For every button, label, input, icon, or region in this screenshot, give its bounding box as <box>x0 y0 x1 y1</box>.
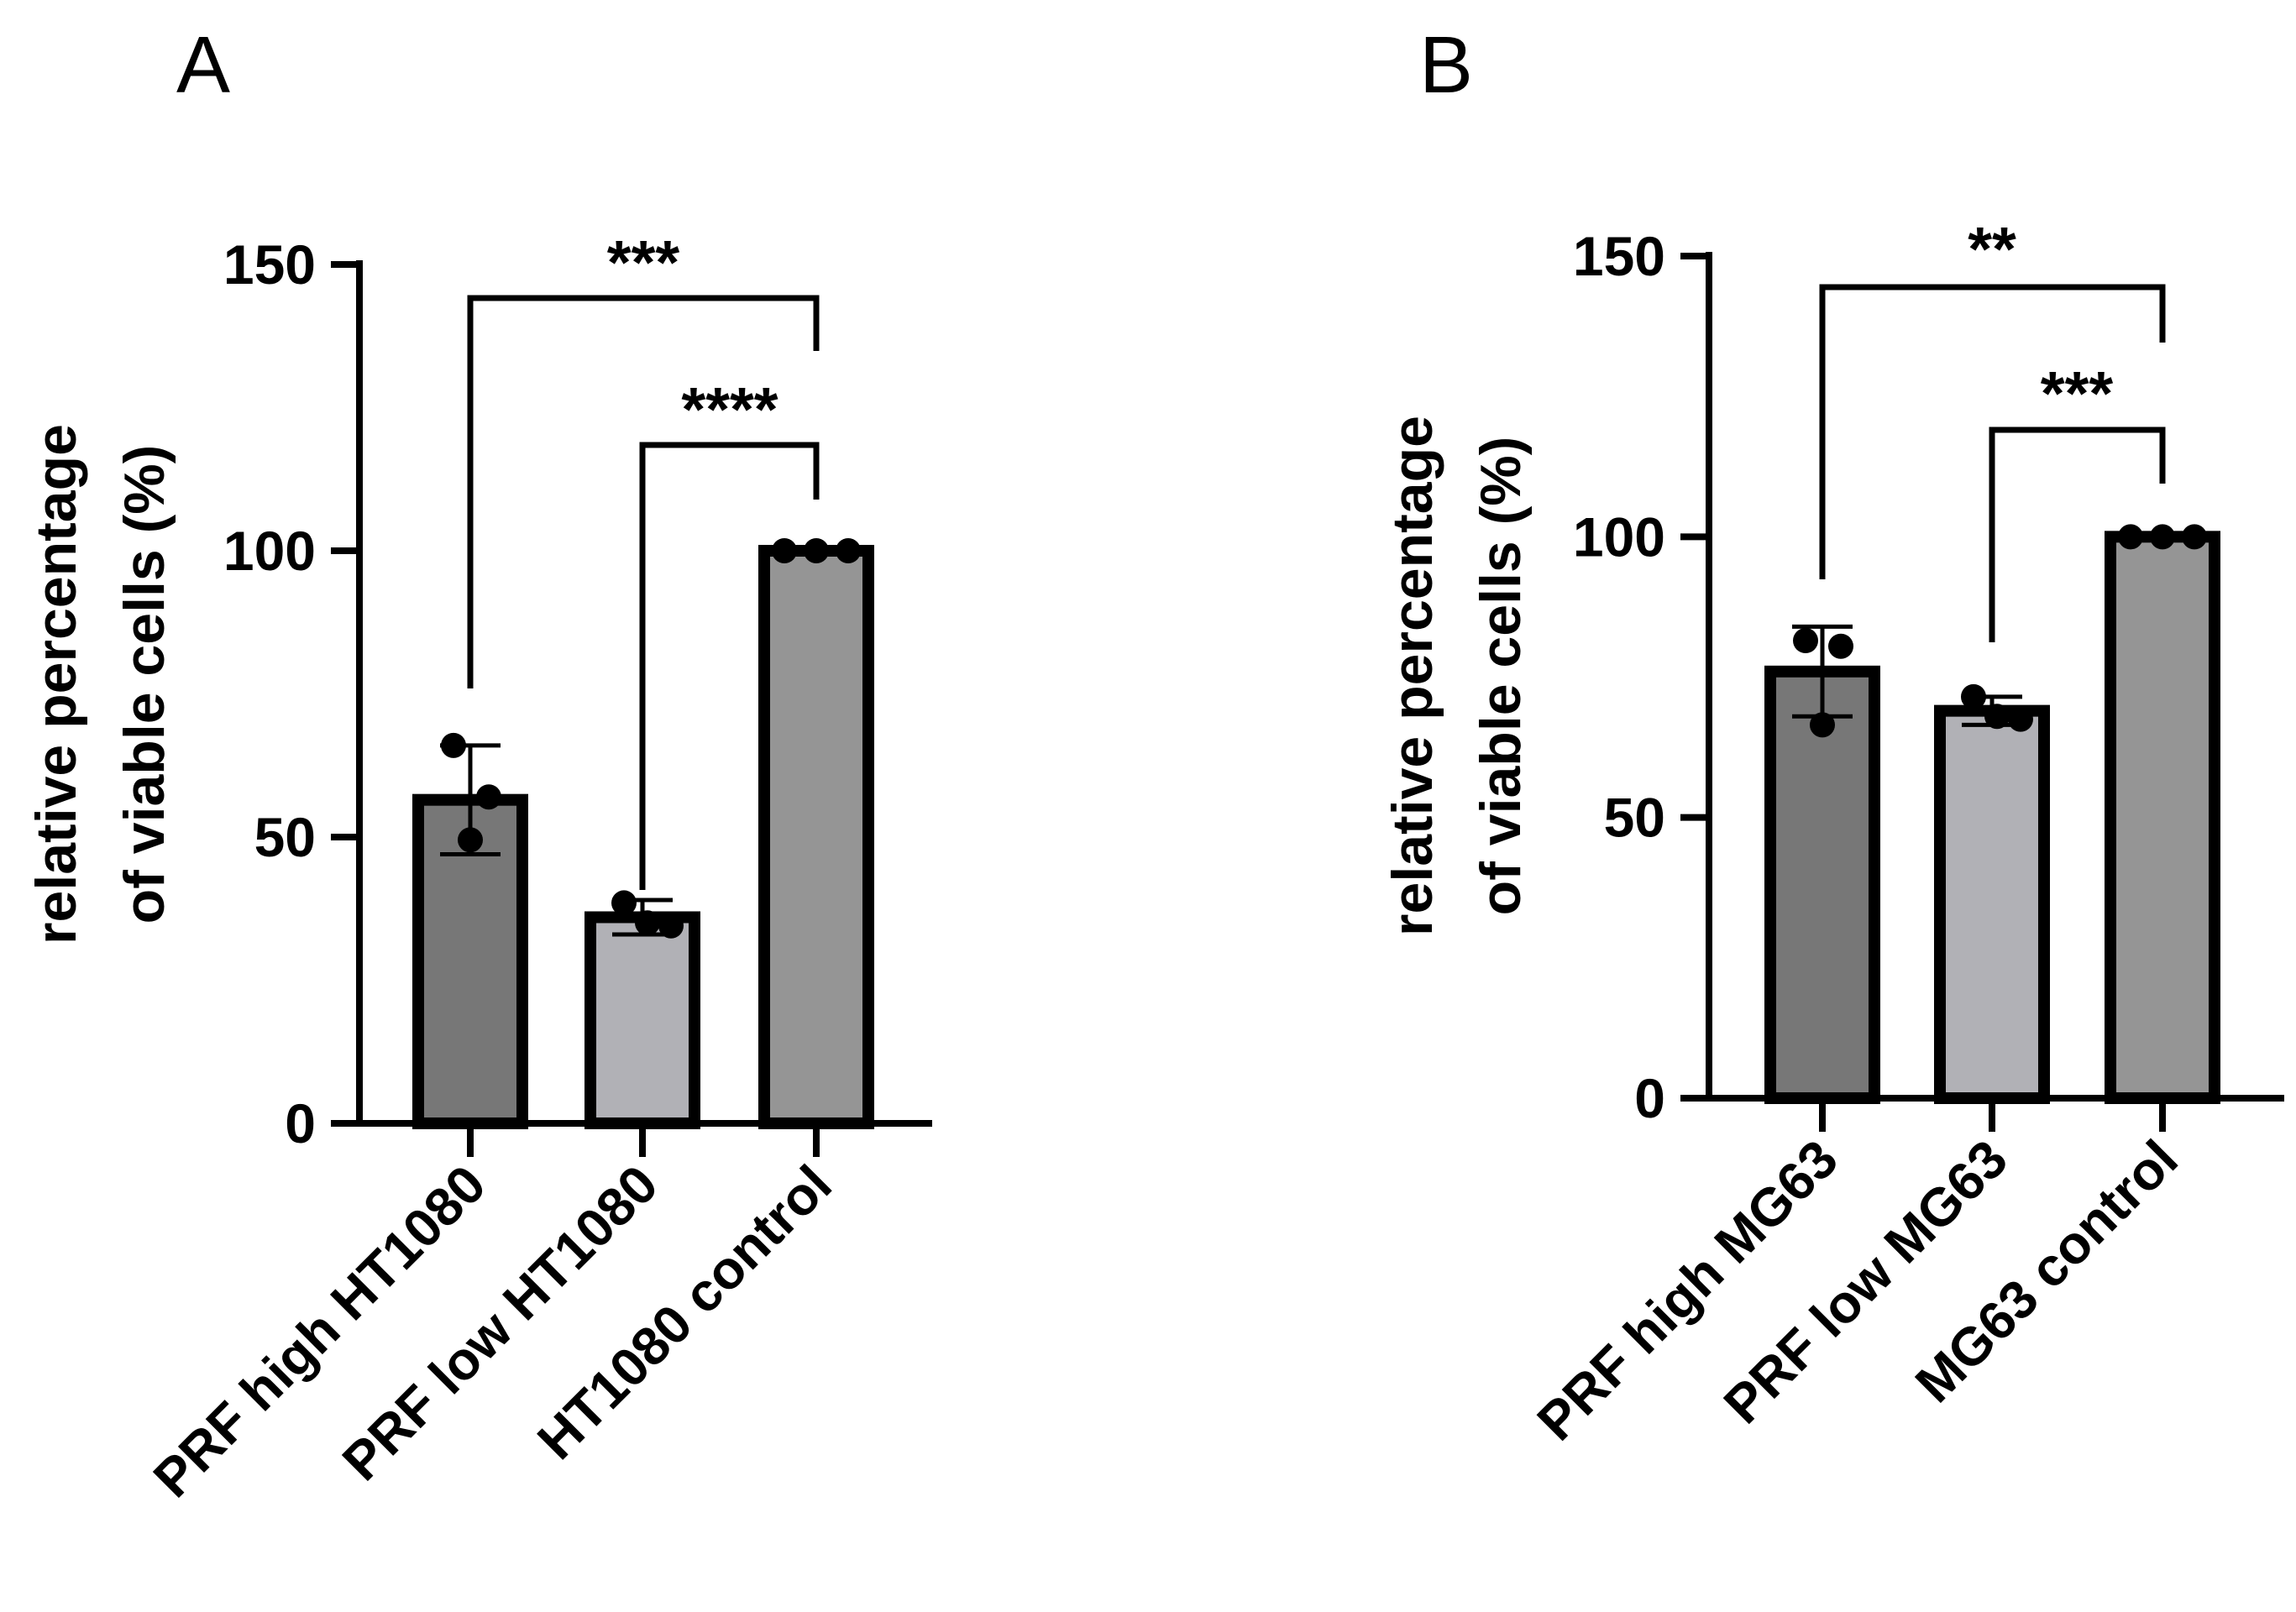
panel-a-bracket-low-vs-control <box>639 442 820 890</box>
panel-b-y-label-line1: relative percentage <box>1381 416 1444 936</box>
panel-b-data-point <box>2182 524 2207 550</box>
panel-b-y-axis: 0 50 100 150 <box>1573 225 1712 1129</box>
panel-a-data-point <box>611 890 637 916</box>
panel-b-bar-prf-high <box>1764 665 1880 1105</box>
panel-a-significance: *** **** <box>467 228 820 890</box>
panel-a-y-label-line1: relative percentage <box>24 424 88 945</box>
panel-a: A relative percentage of viable cells (%… <box>24 20 932 1509</box>
panel-a-significance-label-2: **** <box>681 374 778 444</box>
panel-a-significance-label-1: *** <box>607 228 680 297</box>
panel-a-y-tick-label: 150 <box>223 233 316 296</box>
panel-b-bracket-high-vs-control <box>1819 284 2166 579</box>
panel-a-data-point <box>476 784 501 810</box>
panel-a-y-label: relative percentage of viable cells (%) <box>24 424 176 945</box>
panel-b-y-tick-label: 50 <box>1604 787 1665 849</box>
panel-b-data-point <box>1961 683 1986 709</box>
panel-a-y-label-line2: of viable cells (%) <box>113 445 176 924</box>
panel-b-data-point <box>1984 704 2010 730</box>
panel-a-y-tick-label: 0 <box>285 1092 316 1154</box>
panel-b: B relative percentage of viable cells (%… <box>1381 20 2284 1452</box>
panel-a-y-tick-label: 100 <box>223 520 316 582</box>
panel-b-y-tick-label: 100 <box>1573 505 1665 568</box>
panel-b-bar-prf-low <box>1934 704 2050 1104</box>
panel-b-data-point <box>2118 524 2143 550</box>
panel-b-significance-label-2: *** <box>2041 359 2114 428</box>
panel-a-bar-prf-low <box>584 911 700 1129</box>
panel-b-y-label-line2: of viable cells (%) <box>1469 437 1533 916</box>
panel-a-x-axis: PRF high HT1080 PRF low HT1080 HT1080 co… <box>142 1120 932 1509</box>
panel-b-data-point <box>2008 706 2033 732</box>
panel-b-points <box>1793 524 2207 738</box>
panel-a-letter: A <box>176 20 230 110</box>
panel-b-category-label: PRF high MG63 <box>1526 1128 1849 1452</box>
panel-a-data-point <box>836 538 861 563</box>
panel-b-significance-label-1: ** <box>1968 214 2016 284</box>
panel-a-points <box>441 538 861 939</box>
panel-b-bars <box>1764 531 2220 1105</box>
panel-a-category-label: PRF low HT1080 <box>331 1154 669 1492</box>
panel-b-data-point <box>1793 628 1818 654</box>
panel-a-data-point <box>772 538 797 563</box>
panel-b-data-point <box>1828 633 1853 659</box>
panel-a-data-point <box>658 913 684 939</box>
panel-b-x-axis: PRF high MG63 PRF low MG63 MG63 control <box>1526 1095 2284 1452</box>
panel-a-bar-control <box>758 545 874 1129</box>
panel-a-category-label: HT1080 control <box>526 1154 843 1471</box>
panel-a-data-point <box>458 827 483 853</box>
panel-a-data-point <box>804 538 829 563</box>
panel-b-significance: ** *** <box>1819 214 2166 642</box>
panel-a-y-axis: 0 50 100 150 <box>223 233 363 1154</box>
panel-b-bar-control <box>2105 531 2220 1104</box>
panel-b-data-point <box>1810 712 1835 738</box>
panel-b-data-point <box>2150 524 2175 550</box>
panel-a-data-point <box>441 732 466 758</box>
panel-b-y-label: relative percentage of viable cells (%) <box>1381 416 1533 936</box>
panel-b-y-tick-label: 0 <box>1634 1067 1665 1129</box>
panel-b-category-label: PRF low MG63 <box>1712 1128 2019 1435</box>
panel-a-data-point <box>635 910 660 936</box>
panel-b-bracket-low-vs-control <box>1989 427 2166 642</box>
panel-b-letter: B <box>1419 20 1473 110</box>
panel-a-category-label: PRF high HT1080 <box>142 1154 497 1509</box>
panel-a-bracket-high-vs-control <box>467 295 820 688</box>
panel-a-y-tick-label: 50 <box>254 806 316 868</box>
panel-b-y-tick-label: 150 <box>1573 225 1665 287</box>
